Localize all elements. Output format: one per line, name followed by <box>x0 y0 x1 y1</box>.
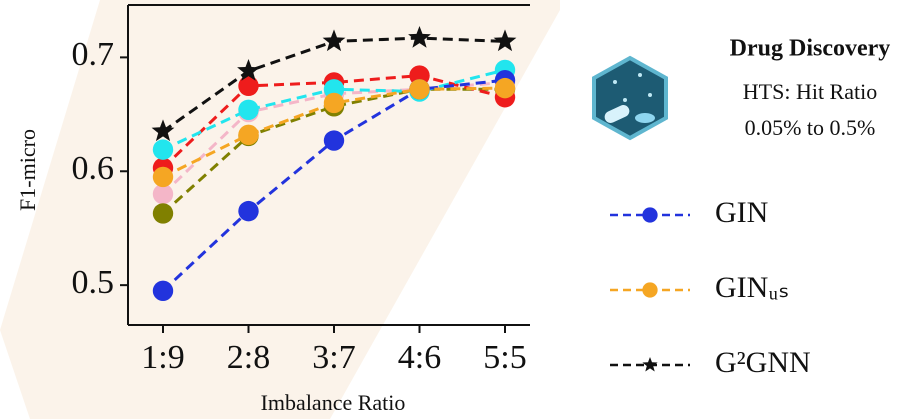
y-tick-label: 0.6 <box>72 150 115 187</box>
x-axis-label: Imbalance Ratio <box>261 390 406 415</box>
chart: F1-micro Imbalance Ratio Drug Discovery … <box>0 0 923 419</box>
point <box>238 76 258 96</box>
side-text: 0.05% to 0.5% <box>745 115 876 140</box>
x-tick-label: 1:9 <box>141 339 184 376</box>
point <box>324 93 344 113</box>
y-tick-label: 0.7 <box>72 36 115 73</box>
dataset-icon <box>594 58 666 138</box>
point <box>642 282 657 297</box>
point <box>153 203 173 223</box>
point <box>153 167 173 187</box>
legend-label: GINᵤₛ <box>715 271 789 304</box>
point <box>642 207 657 222</box>
point <box>324 130 344 150</box>
x-tick-label: 3:7 <box>312 339 355 376</box>
x-tick-label: 2:8 <box>227 339 270 376</box>
y-tick-label: 0.5 <box>72 264 115 301</box>
side-title: Drug Discovery <box>730 36 891 62</box>
point <box>642 357 657 372</box>
legend-label: G²GNN <box>715 346 811 379</box>
x-tick-label: 4:6 <box>398 339 441 376</box>
side-text: HTS: Hit Ratio <box>743 79 877 104</box>
point <box>409 79 429 99</box>
point <box>238 100 258 120</box>
point <box>153 139 173 159</box>
point <box>238 201 258 221</box>
point <box>238 125 258 145</box>
y-axis-label: F1-micro <box>15 129 40 211</box>
legend-label: GIN <box>715 196 768 229</box>
point <box>153 281 173 301</box>
x-tick-label: 5:5 <box>483 339 526 376</box>
point <box>495 78 515 98</box>
